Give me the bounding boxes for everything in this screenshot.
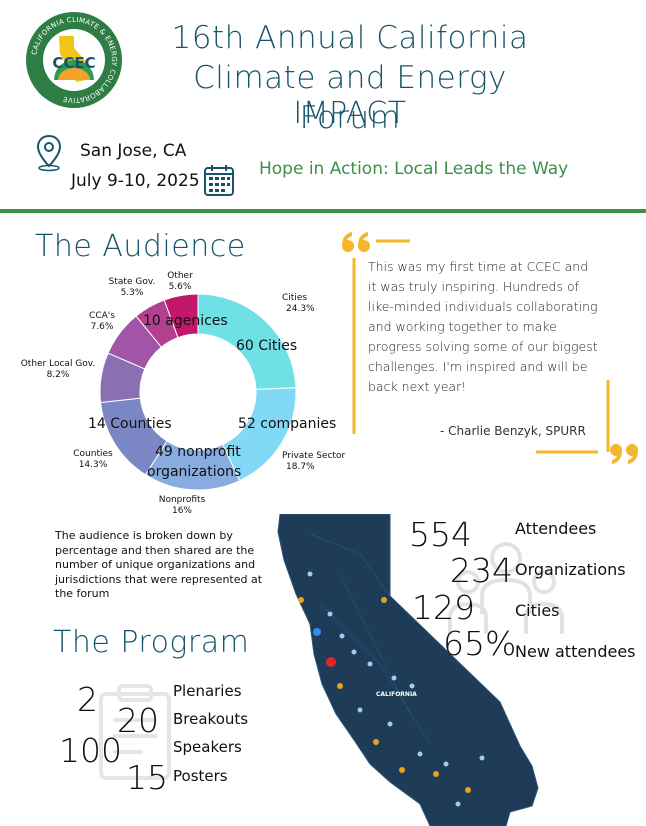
slice-label: State Gov.	[109, 277, 156, 287]
stat-new-attendees-number: 65%	[443, 624, 517, 663]
slice-label: Other	[167, 271, 193, 281]
calendar-icon	[204, 165, 234, 196]
slice-percent: 8.2%	[47, 370, 70, 380]
slice-percent: 16%	[172, 506, 192, 516]
quote-frame	[342, 232, 638, 464]
map-markers	[298, 571, 485, 807]
donut-slice-other	[163, 293, 199, 339]
event-tagline: Hope in Action: Local Leads the Way	[259, 159, 569, 179]
program-breakouts-number: 20	[117, 701, 159, 740]
count-companies: 52 companies	[238, 416, 336, 432]
header-divider	[0, 209, 646, 213]
slice-label: Nonprofits	[159, 495, 206, 505]
program-speakers-label: Speakers	[173, 738, 242, 756]
title-line-2: Climate and Energy Forum	[193, 60, 507, 136]
title-impact: IMPACT	[293, 96, 407, 131]
count-counties: 14 Counties	[88, 416, 172, 432]
slice-percent: 24.3%	[286, 304, 315, 314]
count-nonprofits-line1: 49 nonprofit	[155, 444, 241, 460]
audience-description: The audience is broken down by percentag…	[55, 529, 263, 600]
testimonial-text: This was my first time at CCEC and it wa…	[368, 259, 598, 394]
stat-organizations-number: 234	[450, 551, 513, 590]
slice-label: Private Sector	[282, 451, 345, 461]
slice-percent: 14.3%	[79, 460, 108, 470]
open-quote-icon	[342, 232, 370, 252]
logo-text: CCEC	[52, 54, 95, 72]
stat-cities-number: 129	[412, 588, 475, 627]
count-agencies: 10 agenices	[143, 313, 228, 329]
count-cities: 60 Cities	[236, 338, 297, 354]
stat-cities-label: Cities	[515, 601, 560, 620]
donut-slice-cities	[197, 293, 297, 390]
program-breakouts-label: Breakouts	[173, 710, 249, 728]
stat-organizations-label: Organizations	[515, 560, 626, 579]
event-dates: July 9-10, 2025	[71, 171, 200, 191]
slice-percent: 7.6%	[91, 322, 114, 332]
stat-attendees-number: 554	[409, 515, 472, 554]
program-plenaries-label: Plenaries	[173, 682, 242, 700]
stat-attendees-label: Attendees	[515, 519, 597, 538]
program-title: The Program	[53, 625, 250, 660]
program-speakers-number: 100	[59, 731, 122, 770]
slice-label: Cities	[282, 293, 307, 303]
count-nonprofits-line2: organizations	[147, 464, 241, 480]
slice-percent: 18.7%	[286, 462, 315, 472]
program-plenaries-number: 2	[77, 680, 98, 719]
people-group-icon	[448, 542, 564, 634]
slice-percent: 5.6%	[169, 282, 192, 292]
location-pin-icon	[36, 134, 62, 172]
close-quote-icon	[610, 444, 638, 464]
slice-label: CCA's	[89, 311, 115, 321]
california-map: CALIFORNIA	[277, 514, 539, 826]
program-posters-number: 15	[126, 758, 168, 797]
program-posters-label: Posters	[173, 767, 228, 785]
event-location: San Jose, CA	[80, 141, 187, 161]
stat-new-attendees-label: New attendees	[515, 642, 636, 661]
audience-title: The Audience	[35, 229, 246, 264]
testimonial-author: - Charlie Benzyk, SPURR	[440, 424, 586, 438]
map-state-label: CALIFORNIA	[376, 691, 417, 698]
slice-percent: 5.3%	[121, 288, 144, 298]
ccec-logo: CALIFORNIA CLIMATE & ENERGY COLLABORATIV…	[26, 12, 122, 108]
title-line-1: 16th Annual California	[171, 20, 529, 56]
clipboard-icon	[99, 684, 171, 780]
slice-label: Other Local Gov.	[21, 359, 96, 369]
slice-label: Counties	[73, 449, 113, 459]
